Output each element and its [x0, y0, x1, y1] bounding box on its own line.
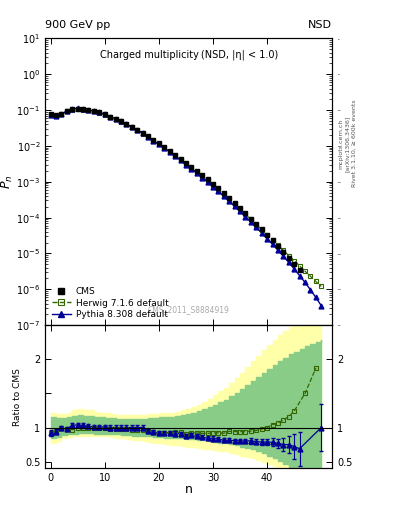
X-axis label: n: n — [185, 483, 193, 496]
Text: Charged multiplicity (NSD, |η| < 1.0): Charged multiplicity (NSD, |η| < 1.0) — [99, 50, 278, 60]
Y-axis label: Ratio to CMS: Ratio to CMS — [13, 368, 22, 426]
Legend: CMS, Herwig 7.1.6 default, Pythia 8.308 default: CMS, Herwig 7.1.6 default, Pythia 8.308 … — [50, 286, 171, 321]
Text: [arXiv:1306.3436]: [arXiv:1306.3436] — [345, 115, 350, 172]
Text: CMS_2011_S8884919: CMS_2011_S8884919 — [148, 305, 230, 314]
Text: NSD: NSD — [308, 20, 332, 30]
Text: 900 GeV pp: 900 GeV pp — [45, 20, 110, 30]
Text: Rivet 3.1.10, ≥ 600k events: Rivet 3.1.10, ≥ 600k events — [352, 99, 357, 187]
Y-axis label: $P_n$: $P_n$ — [0, 175, 15, 189]
Text: mcplots.cern.ch: mcplots.cern.ch — [339, 118, 344, 168]
